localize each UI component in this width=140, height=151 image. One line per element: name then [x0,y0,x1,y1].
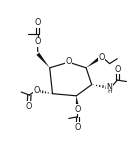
Text: O: O [34,37,41,46]
Text: O: O [34,18,41,27]
Text: N: N [107,83,112,92]
Text: O: O [74,105,81,114]
Text: O: O [114,65,121,74]
Text: O: O [26,102,32,111]
Text: H: H [107,89,112,94]
Polygon shape [86,56,101,68]
Text: O: O [65,57,72,66]
Text: O: O [74,123,81,132]
Polygon shape [36,53,50,68]
Polygon shape [76,96,79,108]
Text: O: O [98,53,104,62]
Text: O: O [33,86,40,95]
